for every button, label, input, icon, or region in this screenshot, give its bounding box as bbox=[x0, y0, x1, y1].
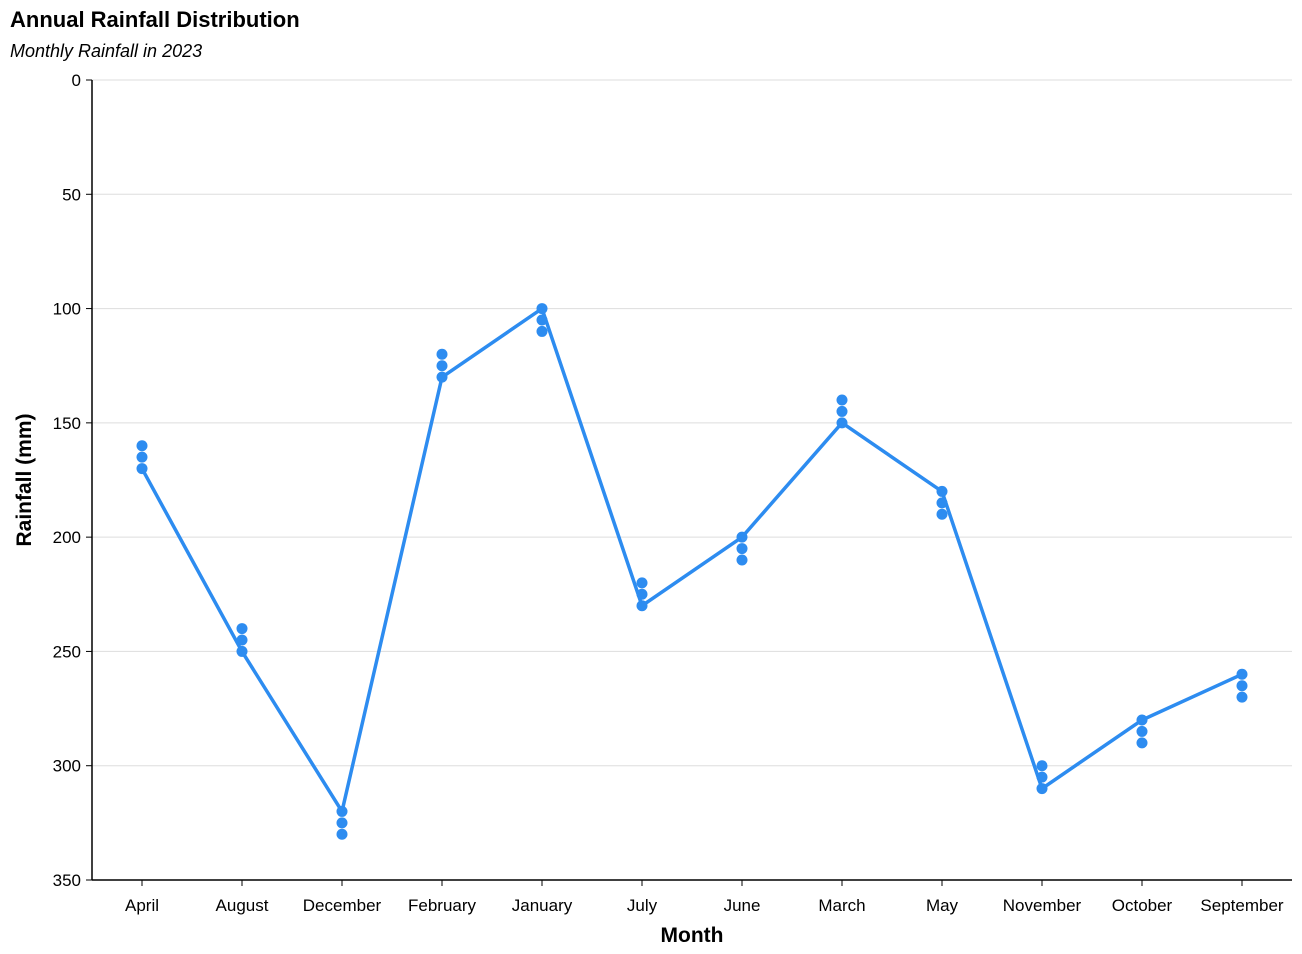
data-point[interactable] bbox=[736, 531, 748, 543]
y-tick-label: 150 bbox=[53, 414, 81, 433]
data-point[interactable] bbox=[836, 394, 848, 406]
data-point[interactable] bbox=[836, 405, 848, 417]
x-tick-label: September bbox=[1200, 896, 1283, 915]
data-point[interactable] bbox=[536, 303, 548, 315]
data-point[interactable] bbox=[736, 554, 748, 566]
data-point[interactable] bbox=[136, 440, 148, 452]
x-tick-label: February bbox=[408, 896, 477, 915]
x-tick-label: November bbox=[1003, 896, 1082, 915]
x-tick-label: March bbox=[818, 896, 865, 915]
data-point[interactable] bbox=[436, 348, 448, 360]
chart-subtitle: Monthly Rainfall in 2023 bbox=[10, 41, 203, 61]
data-point[interactable] bbox=[636, 588, 648, 600]
y-tick-label: 250 bbox=[53, 642, 81, 661]
x-axis-title: Month bbox=[661, 924, 724, 947]
data-point[interactable] bbox=[1036, 783, 1048, 795]
data-point[interactable] bbox=[1236, 680, 1248, 692]
x-tick-label: August bbox=[216, 896, 269, 915]
y-axis-title: Rainfall (mm) bbox=[13, 413, 36, 546]
y-tick-label: 50 bbox=[62, 185, 81, 204]
data-point[interactable] bbox=[936, 497, 948, 509]
data-point[interactable] bbox=[536, 325, 548, 337]
y-tick-label: 100 bbox=[53, 300, 81, 319]
data-point[interactable] bbox=[236, 645, 248, 657]
data-point[interactable] bbox=[336, 805, 348, 817]
data-point[interactable] bbox=[336, 817, 348, 829]
x-tick-label: June bbox=[724, 896, 761, 915]
data-point[interactable] bbox=[736, 543, 748, 555]
data-point[interactable] bbox=[136, 463, 148, 475]
x-tick-label: January bbox=[512, 896, 573, 915]
data-point[interactable] bbox=[636, 600, 648, 612]
data-point[interactable] bbox=[936, 508, 948, 520]
data-point[interactable] bbox=[936, 485, 948, 497]
y-tick-label: 0 bbox=[72, 71, 81, 90]
x-tick-label: May bbox=[926, 896, 959, 915]
data-point[interactable] bbox=[1236, 691, 1248, 703]
y-tick-label: 350 bbox=[53, 871, 81, 890]
data-point[interactable] bbox=[1136, 714, 1148, 726]
data-point[interactable] bbox=[336, 828, 348, 840]
data-point[interactable] bbox=[1136, 737, 1148, 749]
y-tick-label: 300 bbox=[53, 757, 81, 776]
data-point[interactable] bbox=[136, 451, 148, 463]
chart-title: Annual Rainfall Distribution bbox=[10, 7, 300, 32]
series-line bbox=[140, 305, 1243, 816]
x-tick-label: December bbox=[303, 896, 382, 915]
y-tick-label: 200 bbox=[53, 528, 81, 547]
x-tick-label: July bbox=[627, 896, 658, 915]
data-point[interactable] bbox=[1036, 771, 1048, 783]
data-point[interactable] bbox=[636, 577, 648, 589]
x-tick-label: October bbox=[1112, 896, 1173, 915]
data-point[interactable] bbox=[1236, 668, 1248, 680]
x-tick-label: April bbox=[125, 896, 159, 915]
data-point[interactable] bbox=[436, 371, 448, 383]
data-point[interactable] bbox=[1136, 725, 1148, 737]
data-point[interactable] bbox=[436, 360, 448, 372]
data-point[interactable] bbox=[236, 634, 248, 646]
data-point[interactable] bbox=[836, 417, 848, 429]
data-point[interactable] bbox=[236, 623, 248, 635]
data-point[interactable] bbox=[1036, 760, 1048, 772]
data-point[interactable] bbox=[536, 314, 548, 326]
